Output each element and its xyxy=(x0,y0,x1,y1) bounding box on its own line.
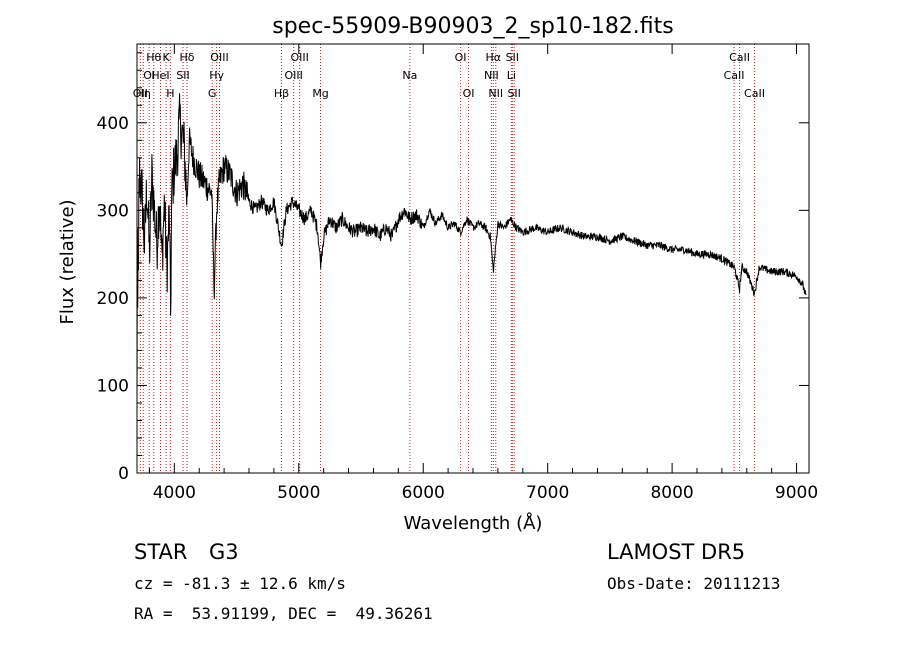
object-class: STAR xyxy=(134,540,188,564)
observation-date: Obs-Date: 20111213 xyxy=(607,574,781,593)
line-label: OIII xyxy=(284,69,302,82)
line-label: Hβ xyxy=(274,87,289,100)
line-label: Li xyxy=(507,69,516,82)
x-tick-label: 9000 xyxy=(775,483,818,503)
line-label: CaII xyxy=(724,69,745,82)
line-label: Hη xyxy=(136,87,151,100)
line-label: OIII xyxy=(210,51,228,64)
x-axis: 4000 5000 6000 7000 8000 9000 xyxy=(148,44,818,503)
line-label: Hα xyxy=(486,51,502,64)
object-subclass: G3 xyxy=(209,540,239,564)
spectral-line-markers xyxy=(139,44,755,473)
y-axis: 0 100 200 300 400 xyxy=(97,52,809,484)
spectrum-line xyxy=(136,93,807,399)
x-tick-label: 8000 xyxy=(650,483,693,503)
y-axis-label: Flux (relative) xyxy=(57,199,78,324)
x-axis-label: Wavelength (Å) xyxy=(404,512,543,534)
line-label: OI xyxy=(143,69,155,82)
x-tick-label: 4000 xyxy=(153,483,196,503)
line-label: Hγ xyxy=(209,69,224,82)
line-label: Hθ xyxy=(146,51,161,64)
x-tick-label: 7000 xyxy=(526,483,569,503)
line-label: OI xyxy=(463,87,475,100)
x-tick-label: 6000 xyxy=(402,483,445,503)
line-label: G xyxy=(208,87,217,100)
line-label: SII xyxy=(507,87,520,100)
spectral-line-labels: OIIHηOIHθHeIKHSIIHδGHγOIIIHβOIIIOIIIMgNa… xyxy=(133,51,765,100)
line-label: HeI xyxy=(151,69,169,82)
line-label: SII xyxy=(176,69,189,82)
line-label: NII xyxy=(484,69,499,82)
line-label: OIII xyxy=(290,51,308,64)
y-tick-label: 0 xyxy=(118,464,129,484)
line-label: K xyxy=(163,51,171,64)
survey-name: LAMOST DR5 xyxy=(607,540,746,564)
line-label: SII xyxy=(506,51,519,64)
line-label: Hδ xyxy=(180,51,195,64)
x-tick-label: 5000 xyxy=(277,483,320,503)
y-tick-label: 400 xyxy=(97,114,129,134)
y-tick-label: 200 xyxy=(97,289,129,309)
line-label: CaII xyxy=(744,87,765,100)
line-label: CaII xyxy=(729,51,750,64)
y-tick-label: 300 xyxy=(97,201,129,221)
line-label: Na xyxy=(402,69,417,82)
line-label: OI xyxy=(455,51,467,64)
line-label: NII xyxy=(488,87,503,100)
line-label: H xyxy=(166,87,174,100)
plot-frame xyxy=(136,43,810,474)
coordinates: RA = 53.91199, DEC = 49.36261 xyxy=(134,604,433,623)
line-label: Mg xyxy=(312,87,328,100)
y-tick-label: 100 xyxy=(97,376,129,396)
chart-title: spec-55909-B90903_2_sp10-182.fits xyxy=(272,14,674,39)
redshift-cz: cz = -81.3 ± 12.6 km/s xyxy=(134,574,346,593)
